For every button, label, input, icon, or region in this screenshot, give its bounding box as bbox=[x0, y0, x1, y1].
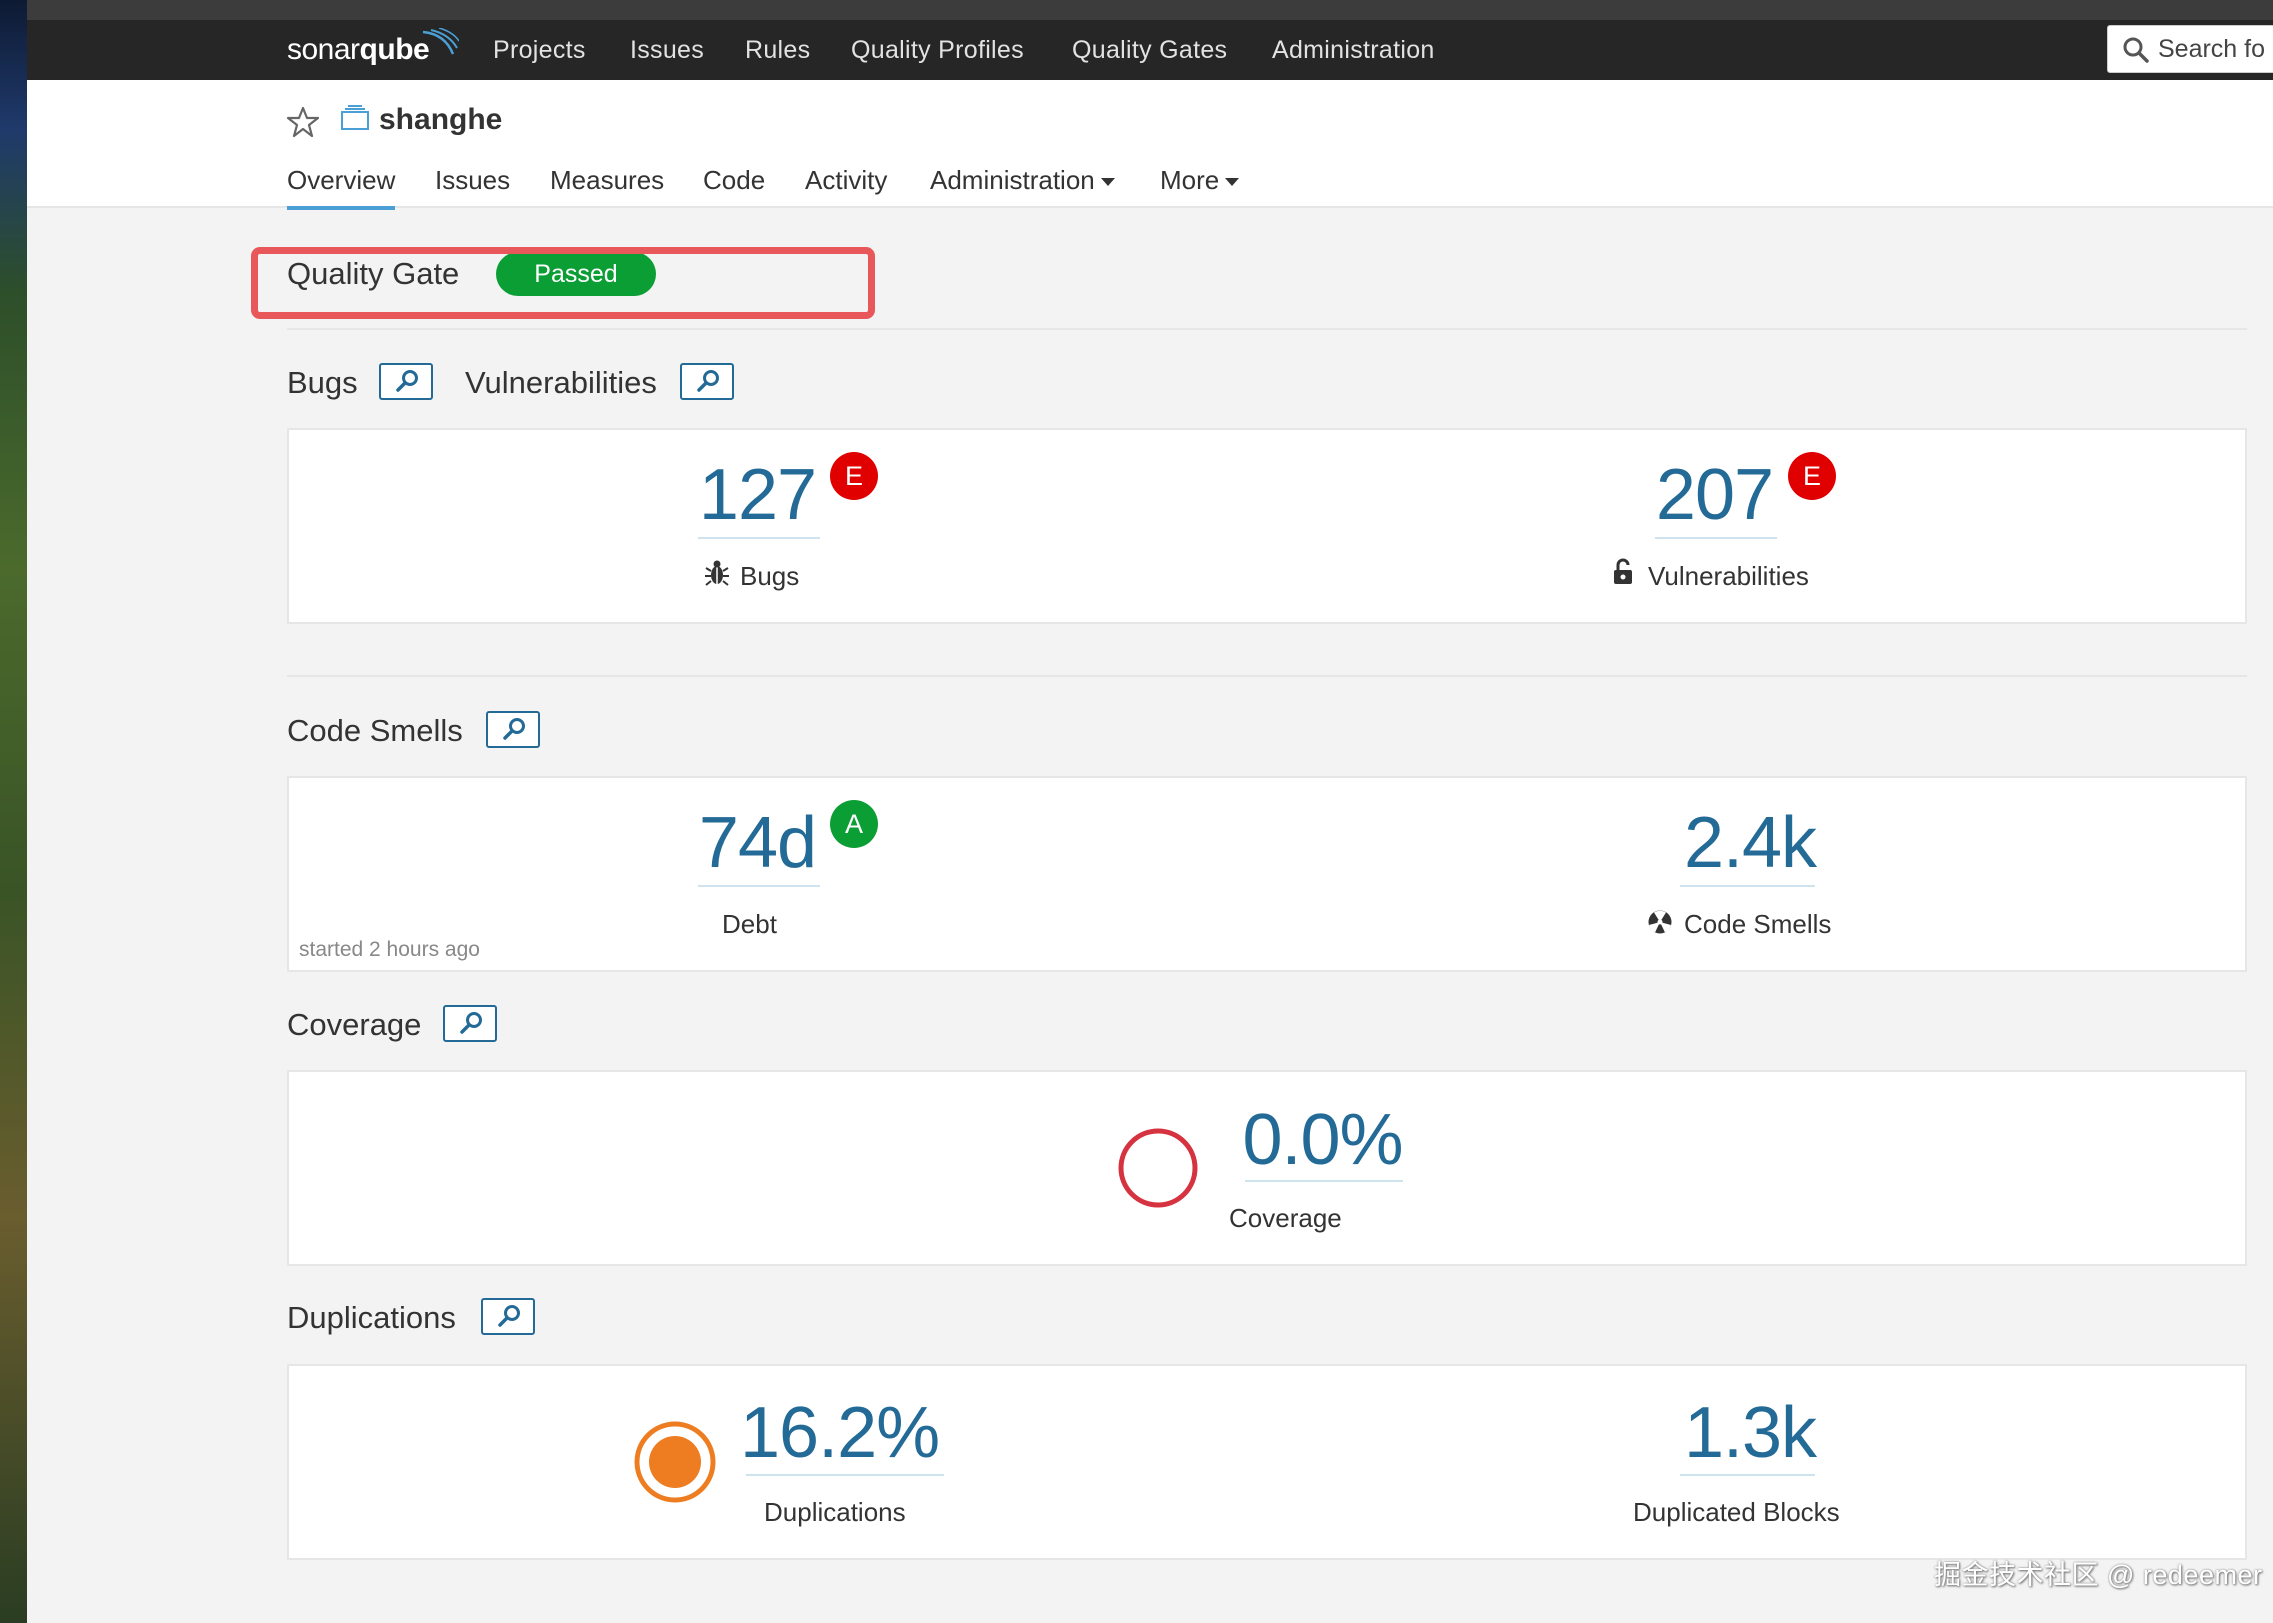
drilldown-link-icon bbox=[697, 370, 719, 392]
tab-measures[interactable]: Measures bbox=[550, 165, 665, 195]
favorite-star-icon[interactable] bbox=[286, 105, 320, 139]
duplications-value[interactable]: 16.2% bbox=[740, 1393, 940, 1473]
value-underline bbox=[698, 885, 820, 887]
vulnerabilities-section-title: Vulnerabilities bbox=[465, 365, 657, 400]
analysis-started-text: started 2 hours ago bbox=[299, 938, 480, 961]
tab-issues[interactable]: Issues bbox=[435, 165, 511, 195]
duplications-section-title: Duplications bbox=[287, 1300, 456, 1335]
search-input[interactable] bbox=[2158, 30, 2273, 68]
tab-overview[interactable]: Overview bbox=[287, 160, 396, 210]
quality-gate-label: Quality Gate bbox=[287, 256, 460, 291]
debt-label: Debt bbox=[722, 909, 777, 939]
quality-gate-status-badge: Passed bbox=[496, 252, 656, 296]
value-underline bbox=[698, 537, 820, 539]
debt-value[interactable]: 74d bbox=[698, 803, 817, 883]
logo-waves-icon bbox=[422, 28, 459, 55]
bugs-section-title: Bugs bbox=[287, 365, 358, 400]
sonarqube-logo[interactable]: sonarqube bbox=[287, 28, 459, 70]
duplications-drilldown-button[interactable] bbox=[481, 1298, 535, 1335]
nav-rules[interactable]: Rules bbox=[745, 36, 811, 64]
tab-more-label: More bbox=[1160, 165, 1220, 195]
nav-issues[interactable]: Issues bbox=[630, 36, 705, 64]
duplicated-blocks-label: Duplicated Blocks bbox=[1633, 1497, 1840, 1527]
code-smell-icon bbox=[1648, 910, 1672, 934]
nav-projects[interactable]: Projects bbox=[493, 36, 586, 64]
value-underline bbox=[1680, 885, 1815, 887]
project-icon bbox=[341, 105, 369, 130]
section-divider bbox=[287, 675, 2247, 677]
search-icon bbox=[2123, 37, 2149, 63]
section-divider bbox=[287, 328, 2247, 330]
watermark-text: 掘金技术社区 @ redeemer bbox=[1934, 1560, 2263, 1590]
code-smells-section-title: Code Smells bbox=[287, 713, 463, 748]
value-underline bbox=[1245, 1180, 1403, 1182]
nav-quality-gates[interactable]: Quality Gates bbox=[1072, 36, 1228, 64]
vulnerabilities-rating-badge[interactable]: E bbox=[1788, 452, 1836, 500]
window-titlebar bbox=[27, 0, 2273, 20]
maintainability-rating-badge[interactable]: A bbox=[830, 800, 878, 848]
duplications-label: Duplications bbox=[764, 1497, 906, 1527]
chevron-down-icon bbox=[1100, 178, 1115, 187]
duplicated-blocks-count[interactable]: 1.3k bbox=[1683, 1393, 1817, 1473]
value-underline bbox=[1680, 1474, 1815, 1476]
coverage-value[interactable]: 0.0% bbox=[1242, 1100, 1403, 1180]
logo-text-light: sonar bbox=[287, 33, 360, 66]
tab-more[interactable]: More bbox=[1160, 160, 1240, 200]
nav-administration[interactable]: Administration bbox=[1272, 36, 1435, 64]
project-name[interactable]: shanghe bbox=[379, 103, 503, 136]
bugs-count[interactable]: 127 bbox=[698, 455, 817, 535]
bug-icon bbox=[705, 560, 729, 586]
drilldown-link-icon bbox=[503, 718, 525, 740]
bugs-rating-badge[interactable]: E bbox=[830, 452, 878, 500]
desktop-background bbox=[0, 0, 27, 1623]
coverage-section-title: Coverage bbox=[287, 1007, 422, 1042]
project-header bbox=[27, 80, 2273, 208]
vulnerabilities-count[interactable]: 207 bbox=[1655, 455, 1774, 535]
highlight-annotation-box bbox=[251, 247, 875, 319]
tab-code[interactable]: Code bbox=[703, 165, 766, 195]
code-smells-label: Code Smells bbox=[1684, 909, 1832, 939]
drilldown-link-icon bbox=[396, 370, 418, 392]
value-underline bbox=[1655, 537, 1777, 539]
coverage-drilldown-button[interactable] bbox=[443, 1005, 497, 1042]
vulnerabilities-label: Vulnerabilities bbox=[1648, 561, 1809, 591]
vulnerabilities-drilldown-button[interactable] bbox=[680, 363, 734, 400]
coverage-label: Coverage bbox=[1229, 1203, 1342, 1233]
duplications-card bbox=[287, 1364, 2247, 1560]
drilldown-link-icon bbox=[460, 1012, 482, 1034]
coverage-card bbox=[287, 1070, 2247, 1266]
value-underline bbox=[746, 1474, 944, 1476]
coverage-donut-icon bbox=[1118, 1128, 1198, 1208]
global-navbar bbox=[27, 20, 2273, 80]
code-smells-drilldown-button[interactable] bbox=[486, 711, 540, 748]
tab-administration[interactable]: Administration bbox=[930, 160, 1115, 200]
bugs-drilldown-button[interactable] bbox=[379, 363, 433, 400]
unlocked-padlock-icon bbox=[1614, 558, 1632, 584]
code-smells-count[interactable]: 2.4k bbox=[1683, 803, 1817, 883]
bugs-vulnerabilities-card bbox=[287, 428, 2247, 624]
tab-administration-label: Administration bbox=[930, 165, 1095, 195]
tab-activity[interactable]: Activity bbox=[805, 165, 888, 195]
chevron-down-icon bbox=[1225, 178, 1240, 187]
logo-text-bold: qube bbox=[359, 33, 430, 66]
code-smells-card bbox=[287, 776, 2247, 972]
nav-quality-profiles[interactable]: Quality Profiles bbox=[851, 36, 1024, 64]
global-search[interactable] bbox=[2107, 25, 2273, 73]
drilldown-link-icon bbox=[498, 1305, 520, 1327]
duplications-donut-icon bbox=[634, 1421, 716, 1503]
bugs-label: Bugs bbox=[740, 561, 800, 591]
